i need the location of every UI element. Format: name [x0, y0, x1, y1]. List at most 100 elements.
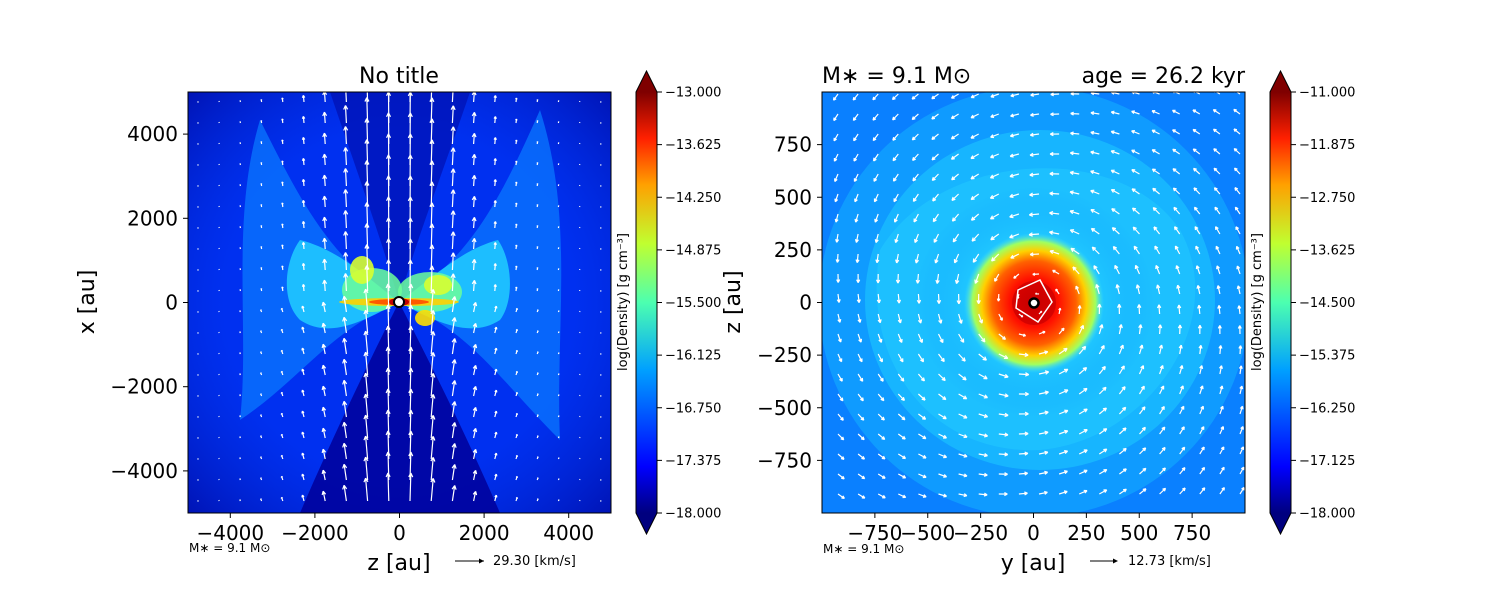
left-xtick-label: 0: [393, 521, 406, 545]
right-velocity-key-label: 12.73 [km/s]: [1128, 554, 1211, 569]
right-xtick-label: −250: [953, 521, 1008, 545]
left-velocity-arrow: [240, 100, 241, 102]
right-title-age: age = 26.2 kyr: [1082, 64, 1246, 89]
left-velocity-arrow: [240, 395, 241, 396]
left-key-arrowhead-icon: [479, 559, 484, 564]
left-velocity-arrow: [240, 353, 241, 354]
left-colorbar-gradient: [636, 92, 657, 513]
left-velocity-arrow: [537, 99, 538, 102]
left-velocity-arrow: [558, 143, 559, 144]
right-ylabel: z [au]: [721, 270, 746, 333]
left-velocity-arrow: [537, 162, 538, 165]
left-velocity-key-label: 29.30 [km/s]: [493, 554, 576, 569]
left-velocity-arrow: [197, 143, 198, 144]
right-colorbar-tick-label: −11.000: [1299, 86, 1355, 101]
right-colorbar-gradient: [1270, 92, 1291, 513]
right-colorbar-tick-label: −12.750: [1299, 191, 1355, 206]
right-title-mass: M∗ = 9.1 M⊙: [822, 64, 971, 89]
left-velocity-arrow: [261, 183, 262, 186]
right-xtick-label: 250: [1067, 521, 1105, 545]
left-ytick-label: 0: [165, 291, 178, 315]
left-velocity-arrow: [558, 206, 559, 207]
left-velocity-arrow: [600, 374, 601, 375]
left-velocity-arrow: [558, 164, 559, 165]
left-velocity-arrow: [558, 185, 559, 186]
right-ytick-label: −250: [757, 343, 812, 367]
right-ytick-label: 0: [799, 291, 812, 315]
left-velocity-arrow: [240, 142, 241, 144]
right-colorbar-ticks: −11.000−11.875−12.750−13.625−14.500−15.3…: [1291, 86, 1355, 522]
left-velocity-arrow: [537, 120, 538, 123]
right-density-field: [819, 87, 1249, 517]
left-velocity-arrow: [558, 269, 559, 270]
left-velocity-arrow: [197, 269, 198, 270]
left-velocity-arrow: [261, 120, 262, 123]
left-velocity-arrow: [558, 101, 559, 102]
right-colorbar-tick-label: −14.500: [1299, 296, 1355, 311]
right-colorbar-tick-label: −16.250: [1299, 401, 1355, 416]
left-velocity-arrow: [240, 416, 241, 417]
left-velocity-arrow: [197, 374, 198, 375]
left-colorbar-tick-label: −13.625: [665, 138, 721, 153]
left-colorbar-tick-label: −13.000: [665, 86, 721, 101]
left-colorbar-tick-label: −14.250: [665, 191, 721, 206]
right-colorbar-label: log(Density) [g cm⁻³]: [1250, 233, 1265, 371]
left-velocity-arrow: [537, 288, 538, 291]
left-velocity-arrow: [197, 416, 198, 417]
left-velocity-arrow: [558, 290, 559, 291]
left-colorbar: −13.000−13.625−14.250−14.875−15.500−16.1…: [616, 71, 721, 534]
left-velocity-arrow: [240, 332, 241, 333]
left-velocity-arrow: [197, 290, 198, 291]
left-velocity-arrow: [558, 395, 559, 396]
left-velocity-arrow: [600, 353, 601, 354]
right-ytick-label: −500: [757, 396, 812, 420]
left-colorbar-tick-label: −17.375: [665, 454, 721, 469]
right-xlabel: y [au]: [1001, 551, 1066, 576]
left-velocity-arrow: [558, 437, 559, 438]
left-velocity-arrow: [197, 206, 198, 207]
left-velocity-arrow: [600, 101, 601, 102]
left-velocity-arrow: [240, 500, 241, 501]
left-title: No title: [359, 64, 439, 89]
left-velocity-arrow: [240, 163, 241, 165]
right-colorbar-tick-label: −17.125: [1299, 454, 1355, 469]
left-velocity-arrow: [600, 227, 601, 228]
right-xtick-label: 500: [1120, 521, 1158, 545]
left-velocity-arrow: [537, 141, 538, 144]
left-velocity-arrow: [537, 204, 538, 207]
left-velocity-arrow: [558, 374, 559, 375]
left-velocity-arrow: [197, 101, 198, 102]
left-velocity-arrow: [600, 416, 601, 417]
left-colorbar-label: log(Density) [g cm⁻³]: [616, 233, 631, 371]
right-ytick-label: 250: [774, 238, 812, 262]
left-velocity-arrow: [558, 122, 559, 123]
right-key-arrowhead-icon: [1113, 559, 1118, 564]
left-velocity-arrow: [558, 500, 559, 501]
left-velocity-arrow: [197, 248, 198, 249]
left-colorbar-tick-label: −18.000: [665, 507, 721, 522]
left-colorbar-tick-label: −16.125: [665, 349, 721, 364]
left-velocity-arrow: [600, 164, 601, 165]
left-velocity-arrow: [600, 206, 601, 207]
left-velocity-arrow: [197, 500, 198, 501]
left-velocity-arrow: [240, 479, 241, 480]
left-velocity-arrow: [600, 290, 601, 291]
left-velocity-arrow: [240, 226, 241, 228]
right-velocity-key: 12.73 [km/s]: [1090, 554, 1211, 569]
left-velocity-arrow: [197, 353, 198, 354]
left-velocity-arrow: [240, 205, 241, 207]
left-velocity-arrow: [600, 458, 601, 459]
left-xtick-label: −2000: [281, 521, 349, 545]
left-velocity-arrow: [197, 437, 198, 438]
left-velocity-arrow: [558, 479, 559, 480]
left-velocity-arrow: [240, 311, 241, 312]
left-velocity-arrow: [558, 227, 559, 228]
left-velocity-arrow: [558, 458, 559, 459]
left-velocity-arrow: [240, 458, 241, 459]
left-velocity-arrow: [197, 479, 198, 480]
left-ylabel: x [au]: [75, 270, 100, 335]
right-colorbar-tick-label: −15.375: [1299, 349, 1355, 364]
right-colorbar: −11.000−11.875−12.750−13.625−14.500−15.3…: [1250, 71, 1355, 534]
